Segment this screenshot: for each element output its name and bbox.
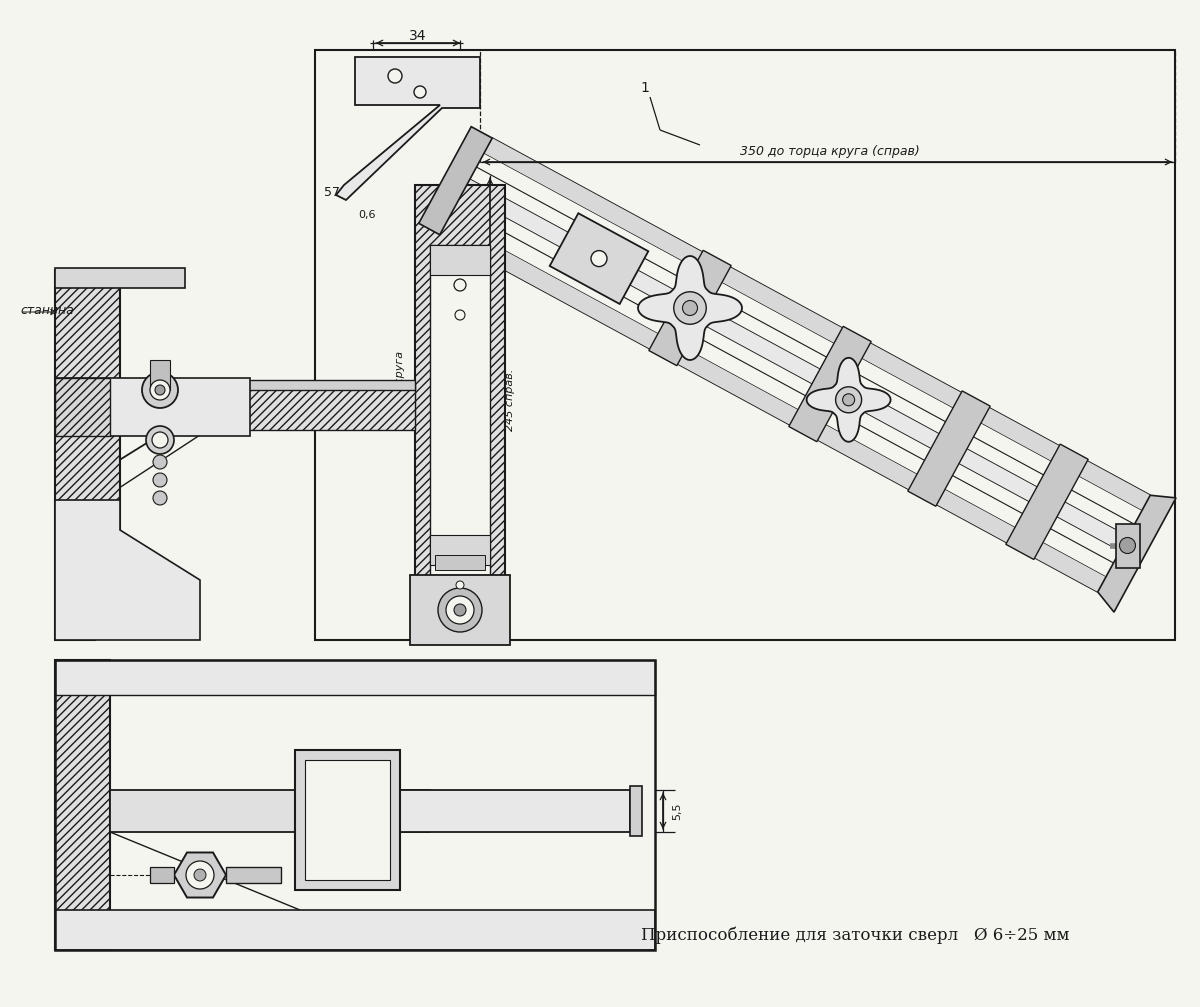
Polygon shape [788, 326, 871, 442]
Polygon shape [550, 213, 648, 304]
Bar [305, 760, 390, 880]
Bar [430, 535, 490, 565]
Bar [436, 555, 485, 570]
Circle shape [146, 426, 174, 454]
Polygon shape [484, 138, 1151, 511]
Polygon shape [55, 500, 200, 640]
Polygon shape [55, 270, 120, 640]
Polygon shape [439, 220, 1106, 592]
Polygon shape [638, 256, 742, 359]
Bar [110, 790, 430, 832]
Text: 245 справ.: 245 справ. [505, 369, 515, 431]
Bar [55, 660, 655, 695]
Bar [55, 660, 655, 950]
Text: станина: станина [20, 303, 73, 316]
Circle shape [592, 251, 607, 267]
Circle shape [455, 310, 466, 320]
Bar [55, 268, 185, 288]
Bar [410, 575, 510, 645]
Text: 1: 1 [641, 81, 649, 95]
Bar [430, 245, 490, 575]
Polygon shape [1006, 444, 1088, 560]
Circle shape [142, 372, 178, 408]
Circle shape [456, 581, 464, 589]
Polygon shape [336, 57, 480, 200]
Polygon shape [174, 853, 226, 897]
Text: 350 до торца круга (справ): 350 до торца круга (справ) [740, 145, 920, 158]
Text: ось призмы: ось призмы [481, 806, 548, 816]
Polygon shape [419, 127, 492, 235]
Text: 0,6: 0,6 [359, 210, 376, 220]
Bar [400, 790, 630, 832]
Bar [150, 867, 174, 883]
Polygon shape [649, 251, 731, 366]
Circle shape [186, 861, 214, 889]
Bar [226, 867, 281, 883]
Circle shape [152, 432, 168, 448]
Circle shape [835, 387, 862, 413]
Text: 34: 34 [409, 29, 427, 43]
Circle shape [683, 300, 697, 315]
Circle shape [454, 279, 466, 291]
Text: 5,5: 5,5 [672, 803, 682, 820]
Polygon shape [908, 391, 990, 507]
Circle shape [446, 596, 474, 624]
Polygon shape [462, 179, 1128, 551]
Polygon shape [806, 357, 890, 442]
Circle shape [1120, 538, 1135, 554]
Circle shape [842, 394, 854, 406]
Text: торець круга: торець круга [395, 350, 406, 429]
Bar [106, 380, 415, 390]
Bar [55, 660, 110, 950]
Bar [295, 750, 400, 890]
Bar [314, 50, 1175, 640]
Bar [55, 378, 250, 436]
Bar [55, 910, 655, 950]
Bar [150, 359, 170, 390]
Circle shape [155, 385, 166, 395]
Polygon shape [1098, 495, 1176, 612]
Circle shape [414, 86, 426, 98]
Circle shape [154, 491, 167, 505]
Bar [430, 245, 490, 275]
Circle shape [388, 69, 402, 83]
Circle shape [154, 455, 167, 469]
Circle shape [454, 604, 466, 616]
Bar [106, 385, 415, 430]
Bar [630, 786, 642, 836]
Text: Приспособление для заточки сверл   Ø 6÷25 мм: Приспособление для заточки сверл Ø 6÷25 … [641, 926, 1069, 944]
Bar [1116, 524, 1140, 568]
Circle shape [194, 869, 206, 881]
Circle shape [154, 473, 167, 487]
Text: 57°: 57° [324, 185, 346, 198]
Circle shape [438, 588, 482, 632]
Bar [55, 378, 110, 436]
Circle shape [150, 380, 170, 400]
Bar [415, 185, 505, 635]
Circle shape [673, 292, 707, 324]
